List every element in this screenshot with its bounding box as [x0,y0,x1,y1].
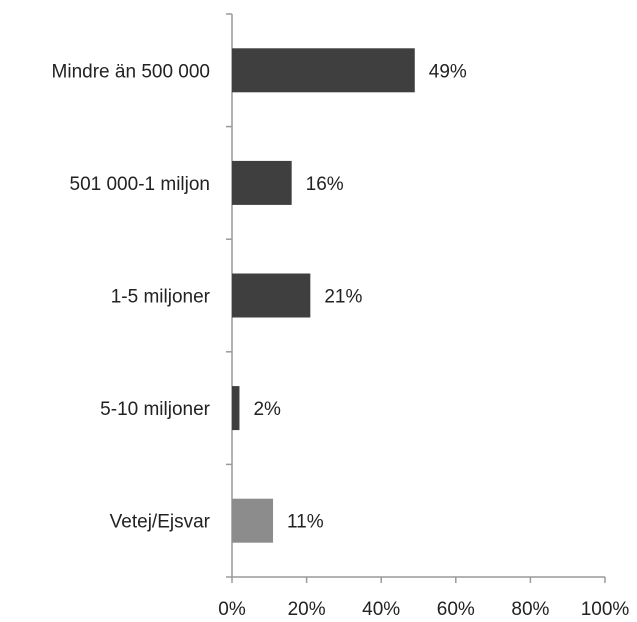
bar [232,48,415,93]
category-label: Mindre än 500 000 [52,61,210,82]
value-label: 49% [429,61,467,82]
x-tick-label: 0% [218,599,246,620]
bar [232,160,292,205]
bar [232,273,311,318]
category-label: 501 000-1 miljon [70,174,210,195]
x-tick-label: 80% [511,599,549,620]
x-tick-label: 20% [288,599,326,620]
category-label: 5-10 miljoner [100,399,210,420]
bar [232,498,274,543]
value-label: 21% [324,287,362,308]
bar [232,386,240,431]
x-tick-label: 60% [437,599,475,620]
value-label: 16% [306,174,344,195]
category-label: 1-5 miljoner [111,287,211,308]
x-tick-label: 100% [581,599,630,620]
category-label: Vetej/Ejsvar [110,512,211,533]
value-label: 2% [253,399,281,420]
value-label: 11% [287,512,324,533]
x-tick-label: 40% [362,599,400,620]
